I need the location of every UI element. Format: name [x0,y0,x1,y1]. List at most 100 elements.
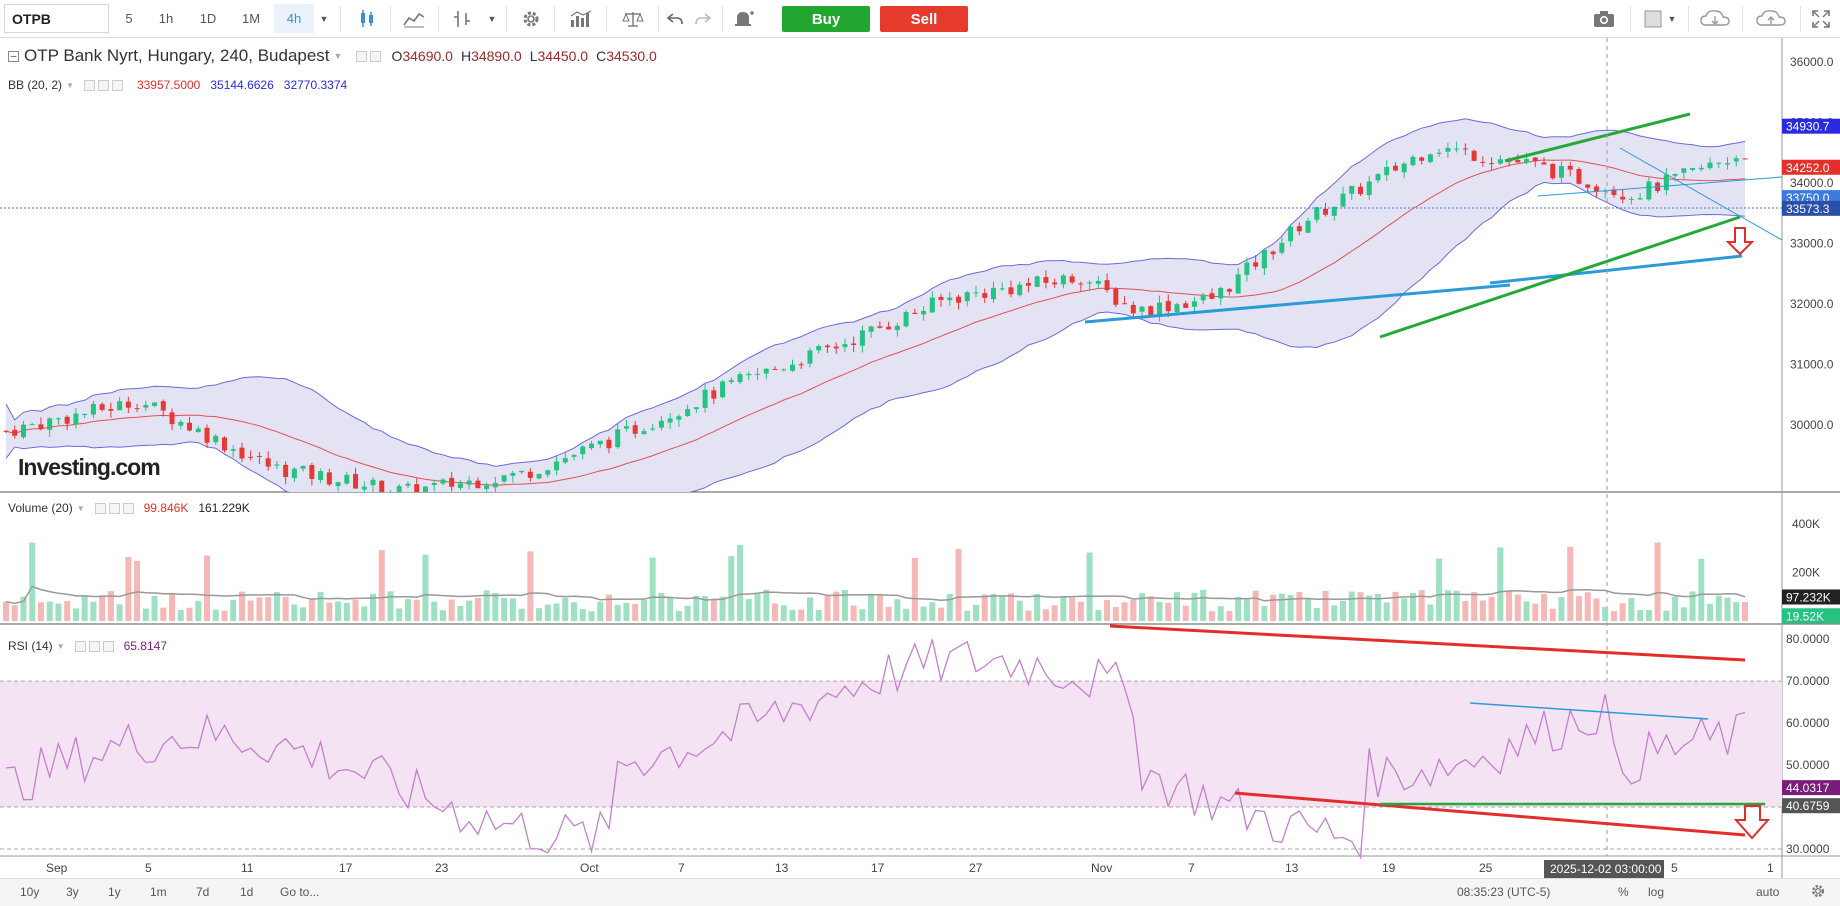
settings-icon[interactable] [108,502,120,514]
goto-button[interactable]: Go to... [280,885,320,899]
sell-button[interactable]: Sell [880,6,968,32]
candle [1218,286,1224,306]
drawing-tools-dropdown[interactable]: ▼ [482,4,502,33]
candle-body [248,456,254,458]
candle-body [763,368,769,374]
candle [1017,281,1023,297]
chevron-down-icon[interactable]: ▼ [333,51,343,61]
range-3y[interactable]: 3y [66,885,79,899]
candle-body [650,428,656,430]
compare-button[interactable] [614,4,652,33]
save-layout-button[interactable] [1748,4,1794,33]
gear-icon[interactable] [1810,883,1826,902]
snapshot-button[interactable] [1584,4,1624,33]
volume-bar [300,607,307,621]
range-7d[interactable]: 7d [196,885,210,899]
volume-bar [1645,610,1652,621]
volume-bar [343,602,350,621]
close-icon[interactable] [122,502,134,514]
volume-bar [1680,607,1687,621]
buy-button[interactable]: Buy [782,6,870,32]
visibility-icon[interactable] [356,50,368,62]
range-1m[interactable]: 1m [150,885,167,899]
volume-bar [579,609,586,621]
collapse-icon[interactable]: – [8,50,19,62]
chart-type-candles-button[interactable] [350,4,384,33]
volume-bar [710,598,717,621]
volume-bar [247,600,254,621]
volume-bar [11,605,18,621]
candle [1716,162,1722,169]
range-1y[interactable]: 1y [108,885,121,899]
candle-body [1462,148,1468,150]
crosshair-time-flag [1544,860,1664,878]
candle [1191,297,1197,314]
settings-icon[interactable] [97,79,109,91]
fullscreen-button[interactable] [1806,4,1836,33]
candle-body [510,472,516,476]
candle-body [326,472,332,485]
symbol-input[interactable]: OTPB [4,4,109,33]
candle [536,473,542,480]
range-1d[interactable]: 1d [240,885,254,899]
undo-button[interactable] [662,4,688,33]
timeframe-4h[interactable]: 4h [274,4,314,33]
timeframe-dropdown[interactable]: ▼ [314,4,334,33]
chart-canvas[interactable]: 36000.035000.034000.033000.032000.031000… [0,38,1840,880]
timeframe-1m[interactable]: 1M [241,11,261,26]
volume-bar [1689,591,1696,621]
volume-bar [291,604,298,621]
settings-button[interactable] [514,4,548,33]
close-price: 34530.0 [606,48,657,64]
settings-icon[interactable] [370,50,382,62]
auto-toggle[interactable]: auto [1756,885,1780,899]
candle [1567,161,1573,177]
indicators-button[interactable] [562,4,600,33]
volume-bar [1278,593,1285,621]
volume-bar [1077,601,1084,621]
log-toggle[interactable]: log [1648,885,1665,899]
range-10y[interactable]: 10y [20,885,40,899]
volume-bar [1322,590,1329,621]
candle [1707,157,1713,171]
candle [1742,158,1748,160]
volume-bar [1086,552,1093,621]
close-icon[interactable] [102,640,114,652]
percent-toggle[interactable]: % [1618,885,1629,899]
candle [1113,287,1119,308]
volume-bar [413,599,420,621]
volume-bar [90,601,97,621]
chart-area[interactable]: 36000.035000.034000.033000.032000.031000… [0,38,1840,880]
layout-button[interactable] [1636,4,1670,33]
timeframe-5[interactable]: 5 [125,11,133,26]
visibility-icon[interactable] [94,502,106,514]
volume-bar [1471,592,1478,621]
candle [134,403,140,413]
rsi-legend: RSI (14) ▼ 65.8147 [8,639,167,653]
price-axis-tick: 34000.0 [1790,176,1834,190]
chevron-down-icon[interactable]: ▼ [66,80,74,90]
close-icon[interactable] [111,79,123,91]
chevron-down-icon[interactable]: ▼ [76,503,85,513]
candle-body [1427,154,1433,163]
redo-button[interactable] [690,4,716,33]
load-layout-button[interactable] [1694,4,1736,33]
drawing-tools-button[interactable] [444,4,480,33]
chevron-down-icon[interactable]: ▼ [56,641,65,651]
layout-dropdown[interactable]: ▼ [1662,4,1682,33]
candle [1130,301,1136,319]
timeframe-1d[interactable]: 1D [199,11,217,26]
volume-bar [640,600,647,621]
chart-type-line-button[interactable] [396,4,432,33]
candle [1122,296,1128,305]
candle [1690,167,1696,172]
volume-bar [1296,591,1303,621]
visibility-icon[interactable] [74,640,86,652]
low-price-label: L34450.0 [530,48,588,64]
candle [457,480,463,491]
settings-icon[interactable] [88,640,100,652]
volume-bar [1165,602,1172,621]
timeframe-1h[interactable]: 1h [158,11,174,26]
visibility-icon[interactable] [83,79,95,91]
alert-button[interactable] [726,4,762,33]
